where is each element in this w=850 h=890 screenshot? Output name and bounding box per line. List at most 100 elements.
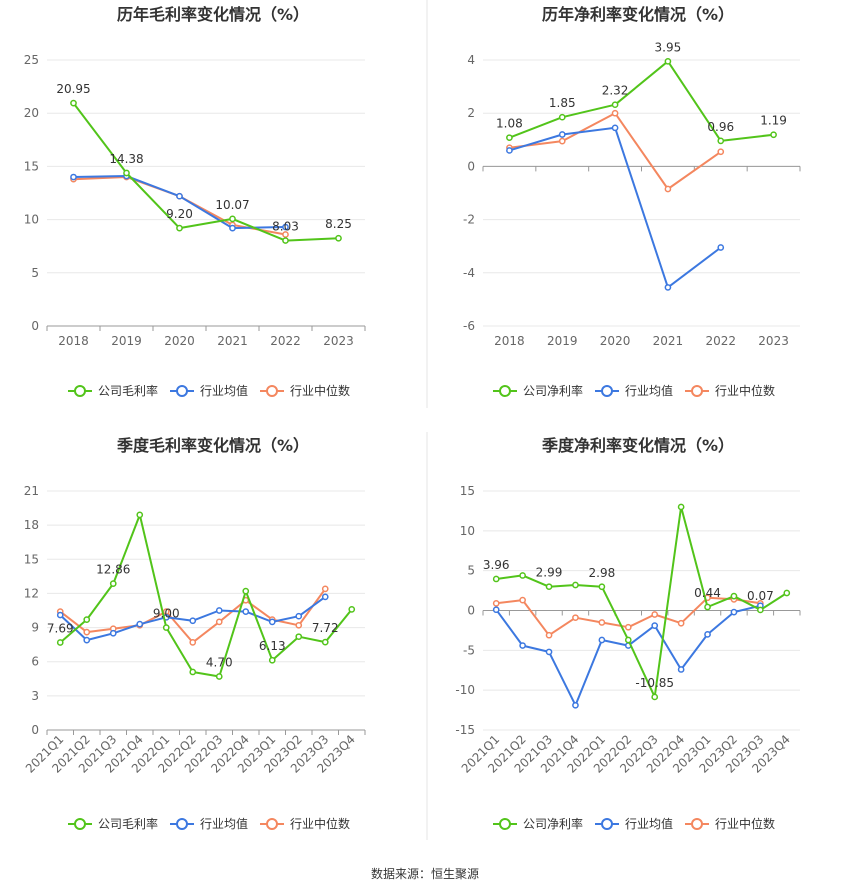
data-point-industry-average [506, 147, 513, 154]
legend-marker [499, 818, 511, 830]
legend-marker [176, 385, 188, 397]
data-point-company [770, 131, 777, 139]
data-point-company [229, 215, 236, 223]
chart-title: 历年净利率变化情况（%） [542, 5, 734, 24]
series-line-industry-median [59, 588, 327, 644]
data-label: 1.85 [549, 96, 576, 110]
data-label: 1.08 [496, 117, 523, 131]
data-label: 3.95 [655, 40, 682, 54]
legend-marker [601, 385, 613, 397]
y-tick-label: -10 [455, 683, 475, 697]
chart-title: 历年毛利率变化情况（%） [117, 5, 309, 24]
data-point-industry-median [295, 621, 303, 629]
data-point-company [282, 237, 289, 244]
data-point-industry-average [704, 631, 711, 638]
y-tick-label: 15 [460, 484, 475, 498]
data-point-company [611, 101, 619, 109]
y-tick-label: 10 [24, 213, 39, 227]
data-point-industry-average [242, 608, 250, 615]
data-point-company [215, 673, 223, 680]
data-point-company [598, 583, 606, 591]
data-point-company [348, 606, 356, 613]
series-line-industry-average [509, 126, 722, 289]
chart-title: 季度毛利率变化情况（%） [116, 436, 309, 455]
x-tick-label: 2023 [758, 334, 789, 348]
data-point-industry-median [624, 623, 632, 631]
data-point-industry-average [176, 192, 183, 200]
data-point-industry-average [295, 612, 303, 620]
y-tick-label: 0 [467, 604, 475, 618]
x-tick-label: 2019 [547, 334, 578, 348]
legend-label: 公司净利率 [523, 383, 583, 398]
chart-title: 季度净利率变化情况（%） [541, 436, 734, 455]
data-point-company [704, 603, 711, 611]
y-tick-label: 25 [24, 53, 39, 67]
data-point-company [545, 583, 553, 591]
data-point-industry-median [545, 631, 553, 639]
series-line-company [59, 513, 353, 678]
x-tick-label: 2021 [217, 334, 248, 348]
data-point-company [783, 589, 791, 597]
data-point-company [70, 99, 77, 107]
data-point-industry-median [215, 618, 223, 626]
legend-marker [691, 818, 703, 830]
y-tick-label: 3 [31, 689, 39, 703]
legend-label: 行业均值 [200, 383, 248, 398]
data-label: 2.99 [536, 566, 563, 580]
data-point-company [242, 587, 250, 595]
data-point-industry-median [282, 231, 289, 238]
y-tick-label: -6 [463, 319, 475, 333]
data-point-industry-average [558, 131, 566, 138]
data-point-industry-median [717, 148, 725, 156]
y-tick-label: 18 [24, 518, 39, 532]
data-point-industry-median [83, 628, 91, 636]
x-tick-label: 2018 [494, 334, 525, 348]
legend-label: 行业中位数 [290, 816, 350, 831]
data-point-industry-average [229, 224, 236, 232]
data-point-industry-median [651, 611, 659, 618]
y-tick-label: 6 [31, 655, 39, 669]
data-point-industry-median [519, 596, 526, 604]
data-point-company [56, 639, 64, 646]
data-point-industry-median [321, 585, 329, 593]
legend-marker [74, 385, 86, 397]
data-point-company [664, 57, 672, 65]
y-tick-label: 2 [467, 106, 475, 120]
data-label: 2.98 [589, 566, 616, 580]
data-label: 8.03 [272, 220, 299, 234]
y-tick-label: -15 [455, 723, 475, 737]
data-point-company [730, 592, 738, 600]
data-point-industry-average [136, 620, 144, 628]
source-note: 数据来源：恒生聚源 [371, 866, 479, 881]
y-tick-label: 21 [24, 484, 39, 498]
data-point-company [176, 224, 183, 232]
data-point-industry-median [572, 614, 579, 622]
data-point-industry-average [611, 124, 619, 132]
y-tick-label: 4 [467, 53, 475, 67]
data-point-industry-average [189, 617, 197, 625]
legend-marker [176, 818, 188, 830]
y-tick-label: 5 [467, 564, 475, 578]
legend-label: 行业中位数 [715, 816, 775, 831]
data-label: 12.86 [96, 563, 130, 577]
data-label: -10.85 [635, 676, 674, 690]
data-point-industry-average [215, 607, 223, 614]
y-tick-label: 0 [31, 319, 39, 333]
data-point-company [123, 169, 130, 177]
data-point-industry-average [664, 284, 672, 291]
data-point-company [624, 636, 632, 644]
data-point-company [519, 572, 526, 579]
y-tick-label: 0 [31, 723, 39, 737]
y-tick-label: 15 [24, 159, 39, 173]
data-point-industry-median [677, 619, 685, 627]
data-label: 7.72 [312, 621, 339, 635]
data-label: 8.25 [325, 217, 352, 231]
y-tick-label: 9 [31, 621, 39, 635]
data-point-company [295, 633, 303, 641]
data-point-industry-average [282, 223, 289, 231]
data-point-industry-median [598, 619, 606, 626]
data-point-industry-average [519, 642, 526, 649]
legend-label: 行业中位数 [715, 383, 775, 398]
data-point-company [717, 137, 725, 145]
x-tick-label: 2019 [111, 334, 142, 348]
